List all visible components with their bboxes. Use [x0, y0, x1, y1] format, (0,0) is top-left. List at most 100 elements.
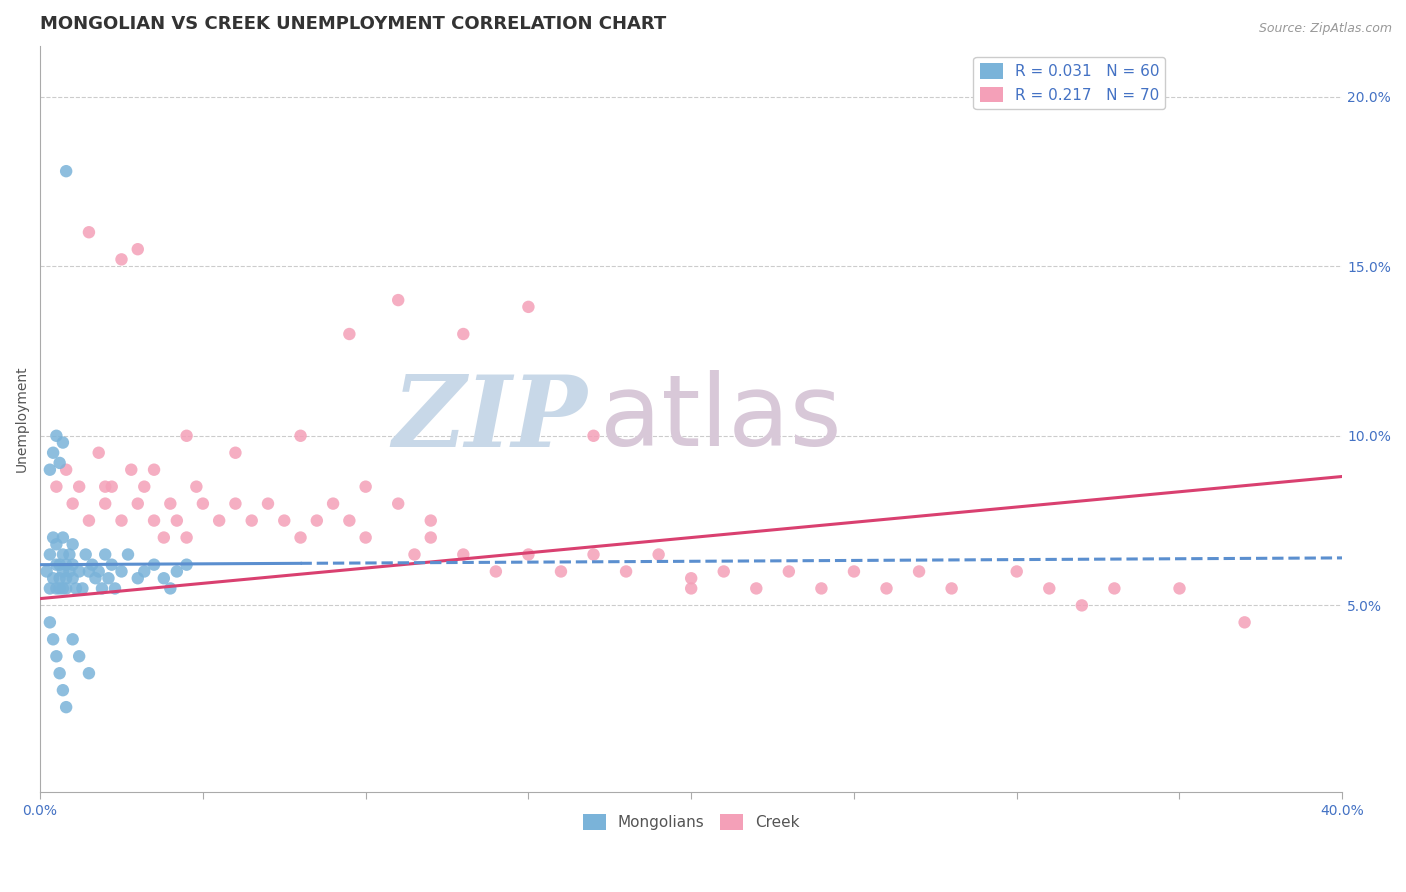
Point — [45, 537, 67, 551]
Point — [45, 429, 67, 443]
Point — [419, 531, 441, 545]
Point — [72, 582, 94, 596]
Point — [647, 548, 669, 562]
Point — [681, 571, 703, 585]
Point — [208, 514, 231, 528]
Point — [52, 683, 75, 698]
Point — [713, 565, 735, 579]
Point — [110, 514, 132, 528]
Point — [67, 649, 90, 664]
Point — [387, 293, 409, 307]
Point — [42, 571, 65, 585]
Point — [778, 565, 800, 579]
Point — [84, 571, 107, 585]
Point — [75, 548, 97, 562]
Point — [97, 571, 120, 585]
Point — [337, 514, 360, 528]
Point — [55, 164, 77, 178]
Text: ZIP: ZIP — [392, 370, 588, 467]
Point — [143, 558, 166, 572]
Text: Source: ZipAtlas.com: Source: ZipAtlas.com — [1258, 22, 1392, 36]
Point — [55, 558, 77, 572]
Point — [517, 548, 540, 562]
Point — [127, 497, 149, 511]
Point — [582, 548, 605, 562]
Point — [186, 480, 208, 494]
Point — [48, 456, 70, 470]
Point — [166, 514, 188, 528]
Point — [387, 497, 409, 511]
Point — [419, 514, 441, 528]
Point — [159, 497, 181, 511]
Point — [1005, 565, 1028, 579]
Point — [224, 497, 246, 511]
Point — [159, 582, 181, 596]
Point — [745, 582, 768, 596]
Point — [77, 514, 100, 528]
Point — [52, 565, 75, 579]
Point — [354, 480, 377, 494]
Point — [143, 463, 166, 477]
Point — [38, 463, 60, 477]
Point — [77, 225, 100, 239]
Point — [52, 548, 75, 562]
Point — [166, 565, 188, 579]
Point — [1070, 599, 1092, 613]
Point — [134, 565, 156, 579]
Point — [681, 582, 703, 596]
Point — [240, 514, 263, 528]
Point — [337, 326, 360, 341]
Point — [38, 582, 60, 596]
Point — [485, 565, 508, 579]
Point — [87, 446, 110, 460]
Point — [550, 565, 572, 579]
Point — [45, 582, 67, 596]
Point — [48, 666, 70, 681]
Point — [322, 497, 344, 511]
Point — [48, 571, 70, 585]
Point — [176, 531, 198, 545]
Point — [143, 514, 166, 528]
Point — [55, 582, 77, 596]
Point — [176, 558, 198, 572]
Point — [104, 582, 127, 596]
Point — [87, 565, 110, 579]
Point — [1168, 582, 1191, 596]
Point — [62, 558, 84, 572]
Point — [876, 582, 898, 596]
Point — [100, 558, 122, 572]
Point — [305, 514, 328, 528]
Point — [52, 531, 75, 545]
Point — [62, 537, 84, 551]
Point — [614, 565, 637, 579]
Point — [153, 531, 176, 545]
Point — [127, 571, 149, 585]
Y-axis label: Unemployment: Unemployment — [15, 366, 30, 472]
Point — [404, 548, 426, 562]
Point — [1233, 615, 1256, 630]
Point — [941, 582, 963, 596]
Point — [94, 480, 117, 494]
Point — [42, 632, 65, 647]
Point — [153, 571, 176, 585]
Point — [62, 497, 84, 511]
Point — [62, 571, 84, 585]
Point — [110, 252, 132, 267]
Point — [94, 548, 117, 562]
Point — [67, 565, 90, 579]
Point — [38, 548, 60, 562]
Point — [45, 649, 67, 664]
Point — [45, 480, 67, 494]
Point — [810, 582, 832, 596]
Point — [35, 565, 58, 579]
Point — [908, 565, 931, 579]
Point — [58, 565, 80, 579]
Point — [42, 446, 65, 460]
Point — [42, 531, 65, 545]
Point — [110, 565, 132, 579]
Point — [127, 242, 149, 256]
Point — [38, 615, 60, 630]
Legend: Mongolians, Creek: Mongolians, Creek — [576, 808, 806, 837]
Point — [67, 480, 90, 494]
Text: atlas: atlas — [600, 370, 842, 467]
